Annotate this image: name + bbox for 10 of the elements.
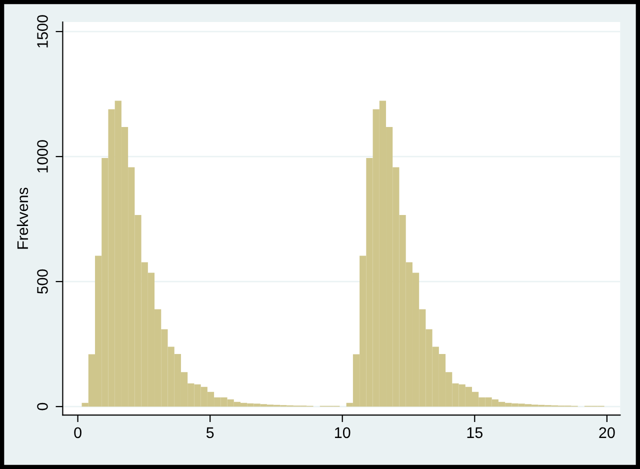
x-tick-label: 5 — [206, 427, 214, 438]
x-tick-label: 10 — [335, 427, 350, 438]
x-tick-label: 0 — [74, 427, 82, 438]
y-tick-label: 500 — [37, 269, 48, 294]
y-tick-label: 1500 — [37, 15, 48, 48]
x-tick-label: 15 — [467, 427, 483, 438]
y-axis-title: Frekvens — [16, 188, 28, 249]
x-tick-label: 20 — [599, 427, 615, 438]
y-tick-label: 0 — [37, 402, 48, 410]
y-tick-label: 1000 — [37, 140, 48, 172]
